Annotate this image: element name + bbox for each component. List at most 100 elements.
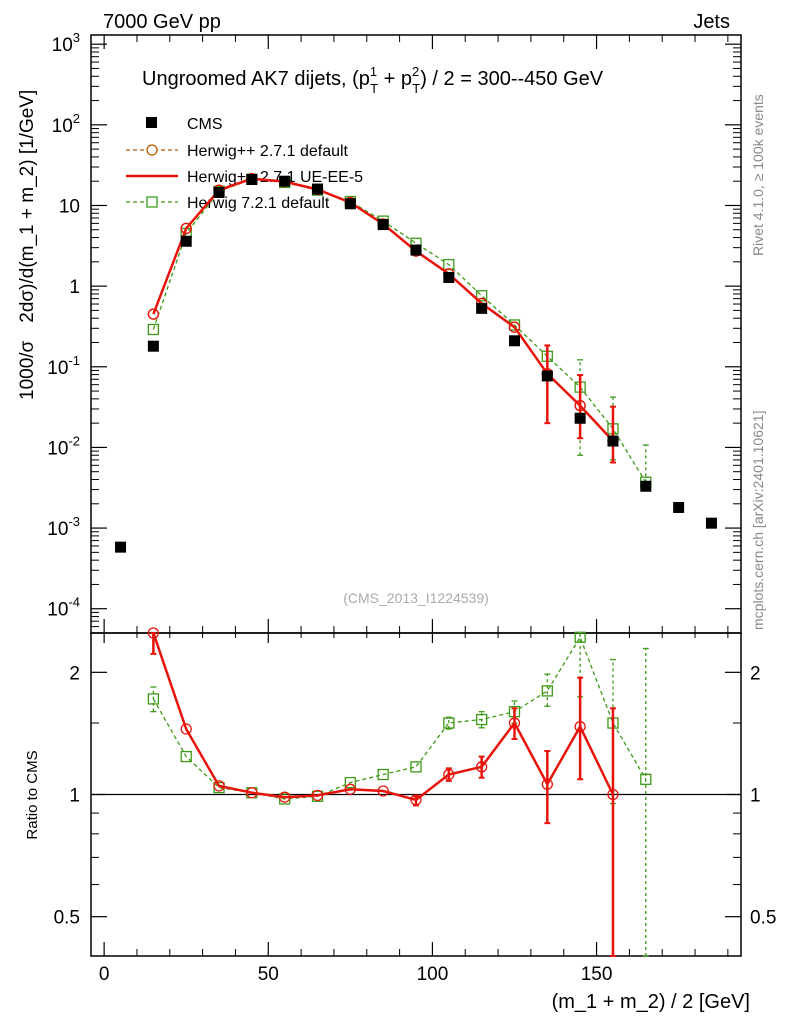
main-plot-area: 10-4 10-3 10-2 10-1 1 10 102 103 [47,30,741,634]
main-cms-point [246,173,258,185]
main-cms-point [147,340,159,352]
main-cms-point [673,501,685,513]
ratio-herwigpp-ueee5-point [311,789,324,802]
ratio-ytick-label-right: 1 [750,786,761,807]
main-cms-point [312,183,324,195]
ratio-herwigpp-ueee5-point [344,783,356,795]
title-mid: + p [378,68,412,90]
title-sub2: T [412,81,420,96]
analysis-watermark: (CMS_2013_I1224539) [343,590,489,606]
main-ytick-label: 10-4 [47,595,80,621]
ratio-herwigpp-ueee5-point [476,761,488,773]
main-ytick-label: 102 [52,111,80,137]
ratio-herwig7-point [574,631,586,643]
legend-label-cms: CMS [187,116,223,133]
ratio-herwigpp-ueee5-point [508,717,521,729]
main-herwigpp-ueee5-point [180,222,192,235]
main-herwigpp-ueee5-point [147,308,160,320]
main-herwig7-point [476,290,488,302]
ratio-ytick-label-right: 2 [750,663,761,684]
xtick-label: 50 [258,964,279,985]
main-herwigpp-ueee5-point [508,321,521,333]
main-cms-point [508,335,520,347]
xtick-label: 150 [581,964,613,985]
ratio-herwig7-point [443,717,455,729]
source-label: mcplots.cern.ch [arXiv:2401.10621] [750,411,766,630]
ratio-ylabel: Ratio to CMS [24,750,41,839]
ratio-herwig7-point [476,713,488,726]
legend-label-herwig7: Herwig 7.2.1 default [187,195,330,212]
ratio-ytick-label-right: 0.5 [750,908,776,929]
ratio-herwig7-point [344,776,356,789]
main-herwigpp-default-line [152,178,614,442]
main-herwigpp-ueee5-point [574,399,586,412]
main-herwigpp-ueee5-line [152,177,614,442]
main-cms-point [607,435,619,447]
ratio-herwig7-line [152,635,647,800]
main-cms-point [180,235,192,247]
title-suffix: ) / 2 = 300--450 GeV [420,68,604,90]
ratio-herwig7-point [640,773,652,785]
rivet-version-label: Rivet 4.1.0, ≥ 100k events [750,94,766,256]
xtick-label: 100 [417,964,449,985]
legend-label-herwigpp-ueee5: Herwig++ 2.7.1 UE-EE-5 [187,169,363,186]
main-ytick-label: 103 [52,30,80,56]
ratio-herwigpp-ueee5-point [279,791,291,803]
main-cms-point [541,370,553,382]
xlabel: (m_1 + m_2) / 2 [GeV] [552,991,750,1013]
main-cms-point [377,219,389,231]
header-category-label: Jets [693,11,730,33]
main-cms-point [213,186,225,198]
xtick-label: 0 [99,964,110,985]
ratio-plot-area: 0 50 100 150 0.5 0.5 1 1 2 2 [54,627,776,985]
legend-label-herwigpp-default: Herwig++ 2.7.1 default [187,143,349,160]
main-cms-point [476,302,488,314]
main-herwig7-point [147,323,160,336]
main-cms-point [410,244,422,256]
ratio-herwigpp-ueee5-point [246,787,258,799]
main-cms-point [640,480,652,492]
main-ytick-label: 10-3 [47,514,80,540]
legend: CMS Herwig++ 2.7.1 default Herwig++ 2.7.… [126,116,363,212]
ratio-herwigpp-ueee5-point [443,768,455,781]
main-cms-point [344,198,356,210]
title-sup1: 1 [370,64,377,79]
ratio-ytick-label: 1 [69,786,80,807]
ratio-herwig7-point [410,761,422,773]
header-energy-label: 7000 GeV pp [103,11,221,33]
ratio-ytick-label: 0.5 [54,908,80,929]
ratio-herwigpp-ueee5-point [213,780,225,792]
legend-marker-herwig7 [146,196,158,208]
main-ytick-label: 10-2 [47,433,80,459]
main-ylabel-part1: 1000/σ [17,340,38,400]
main-cms-point [705,517,717,529]
main-ylabel-part2: 2dσ)/d(m_1 + m_2) [1/GeV] [17,90,38,323]
ratio-herwig7-point [147,693,160,705]
ratio-herwigpp-ueee5-point [574,720,586,733]
ratio-herwigpp-ueee5-point [541,778,553,790]
legend-marker-cms [146,117,157,128]
main-ytick-label: 1 [69,277,80,298]
title-prefix: Ungroomed AK7 dijets, (p [142,68,370,90]
main-ylabel: 1000/σ 2dσ)/d(m_1 + m_2) [1/GeV] [17,90,38,400]
main-ytick-label: 10-1 [47,353,80,379]
legend-marker-herwigpp-default [146,144,158,156]
main-ytick-label: 10 [59,196,80,217]
ratio-herwigpp-ueee5-point [607,788,619,801]
ratio-herwig7-point [180,750,192,763]
ratio-ytick-label: 2 [69,663,80,684]
ratio-herwig7-point [541,685,553,697]
main-plot-title: Ungroomed AK7 dijets, (p1 T + p2 T) / 2 = … [142,64,604,96]
ratio-herwigpp-ueee5-point [410,794,422,806]
ratio-herwigpp-ueee5-point [147,627,160,639]
ratio-herwigpp-ueee5-point [377,785,389,797]
main-cms-point [574,412,586,424]
ratio-herwigpp-ueee5-point [180,723,192,735]
main-herwig7-line [152,178,647,483]
ratio-herwig7-point [377,768,389,781]
ratio-herwigpp-ueee5-line [152,632,615,802]
main-cms-point [443,271,455,283]
title-sup2: 2 [412,64,419,79]
main-cms-point [279,175,291,187]
